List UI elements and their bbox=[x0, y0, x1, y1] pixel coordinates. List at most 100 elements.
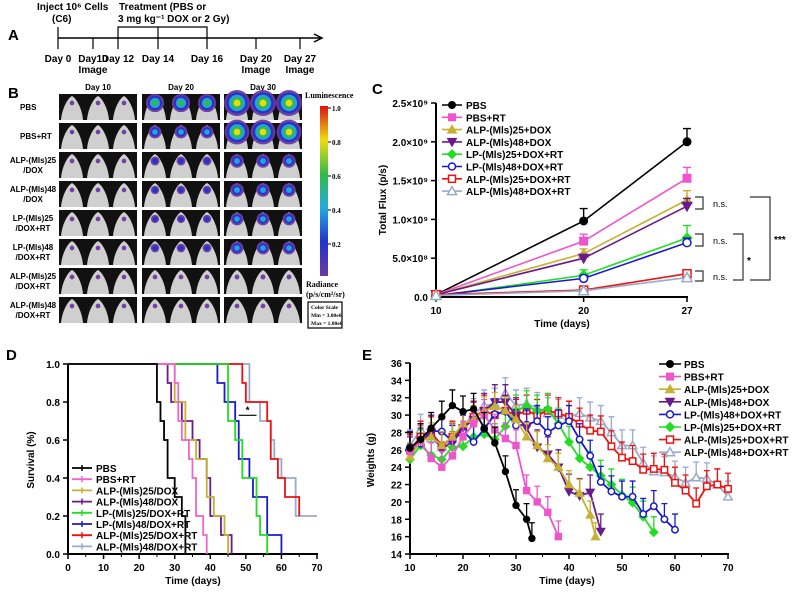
signal-spot bbox=[233, 99, 241, 107]
marker-circle bbox=[438, 413, 446, 421]
x-tick-label: 20 bbox=[134, 563, 146, 574]
y-tick-label: 0.4 bbox=[46, 474, 60, 485]
signal-spot bbox=[260, 158, 266, 164]
signal-spot bbox=[178, 216, 184, 222]
mouse-silhouette bbox=[113, 154, 135, 178]
imaging-group-label: ALP-(Mls)25 bbox=[10, 156, 57, 165]
mouse-silhouette bbox=[87, 125, 109, 149]
marker-circle bbox=[596, 477, 605, 486]
legend-label: PBS+RT bbox=[466, 113, 506, 124]
marker-diamond bbox=[648, 527, 659, 538]
marker-circle bbox=[522, 515, 531, 523]
mouse-silhouette bbox=[113, 299, 135, 323]
y-tick-label: 2.5×10⁹ bbox=[392, 99, 428, 110]
mouse-silhouette bbox=[61, 154, 83, 178]
marker-square bbox=[522, 486, 531, 495]
mouse-silhouette bbox=[87, 154, 109, 178]
signal-spot bbox=[234, 245, 240, 251]
marker-square bbox=[579, 236, 589, 246]
signal-spot bbox=[95, 100, 101, 106]
mouse-silhouette bbox=[87, 241, 109, 265]
marker-square bbox=[639, 465, 648, 474]
x-tick-label: 0 bbox=[65, 563, 71, 574]
signal-spot bbox=[234, 158, 240, 164]
signal-spot bbox=[95, 216, 101, 222]
y-axis-label: Weights (g) bbox=[366, 433, 377, 487]
mouse-silhouette bbox=[196, 241, 218, 265]
x-tick-label: 60 bbox=[669, 563, 681, 574]
mouse-silhouette bbox=[113, 270, 135, 294]
mouse-silhouette bbox=[61, 299, 83, 323]
survival-curve bbox=[68, 363, 269, 554]
signal-spot bbox=[204, 274, 210, 280]
marker-triangle bbox=[680, 271, 694, 283]
legend-label: ALP-(Mls)25+DOX+RT bbox=[684, 436, 788, 447]
signal-spot bbox=[233, 128, 241, 136]
marker-square bbox=[607, 442, 616, 451]
y-tick-label: 0.2 bbox=[46, 512, 60, 523]
panel-label-b: B bbox=[8, 85, 19, 102]
marker-triangle bbox=[489, 401, 500, 411]
mouse-image-cell bbox=[142, 297, 220, 323]
marker-circle bbox=[682, 237, 692, 248]
marker-circle bbox=[406, 444, 414, 452]
mouse-silhouette bbox=[196, 212, 218, 236]
x-tick-label: 50 bbox=[240, 563, 252, 574]
x-tick-label: 27 bbox=[681, 306, 693, 317]
color-scale-min: Min = 3.00e6 bbox=[311, 313, 342, 319]
marker-circle bbox=[579, 216, 589, 226]
signal-spot bbox=[286, 274, 292, 280]
marker-triangle-down bbox=[563, 487, 575, 497]
signal-spot bbox=[151, 99, 159, 107]
imaging-group-label: ALP-(Mls)48 bbox=[10, 301, 57, 310]
treatment-bracket bbox=[117, 26, 208, 38]
signal-spot bbox=[69, 158, 75, 164]
marker-square bbox=[448, 452, 457, 460]
series-line bbox=[435, 237, 688, 298]
timeline-day-label: Day 12 bbox=[102, 54, 135, 65]
marker-square bbox=[459, 433, 467, 441]
y-tick-label: 0.6 bbox=[46, 436, 60, 447]
signal-spot bbox=[69, 274, 75, 280]
imaging-group-label: LP-(Mls)25 bbox=[13, 214, 54, 223]
signal-spot bbox=[178, 187, 184, 193]
signal-spot bbox=[69, 187, 75, 193]
legend-label: PBS+RT bbox=[684, 373, 724, 384]
mouse-silhouette bbox=[61, 125, 83, 149]
color-scale-max: Max = 1.00e8 bbox=[311, 321, 343, 327]
mouse-image-cell bbox=[142, 239, 220, 265]
mouse-silhouette bbox=[196, 270, 218, 294]
imaging-group-label-sub: /DOX+RT bbox=[16, 282, 51, 291]
legend-label: ALP-(Mls)48+DOX+RT bbox=[684, 448, 788, 459]
axis-lines bbox=[409, 363, 729, 555]
signal-spot bbox=[178, 303, 184, 309]
mouse-silhouette bbox=[278, 299, 300, 323]
x-axis-label: Time (days) bbox=[534, 319, 589, 330]
panel-label-d: D bbox=[6, 347, 17, 364]
marker-circle bbox=[447, 162, 457, 171]
series-line bbox=[409, 405, 655, 533]
marker-triangle-down bbox=[664, 397, 676, 408]
signal-spot bbox=[234, 274, 240, 280]
signal-spot bbox=[204, 187, 210, 193]
panel-label-e: E bbox=[362, 347, 372, 364]
bioluminescence-imaging-grid: Day 10 Day 20 Day 30 PBS PBS+RT ALP-(Mls)25/D… bbox=[10, 83, 302, 323]
timeline-image-label: Image bbox=[242, 65, 271, 76]
marker-square bbox=[682, 173, 692, 183]
y-tick-label: 20 bbox=[391, 498, 403, 509]
signal-spot bbox=[152, 158, 158, 164]
mouse-silhouette bbox=[87, 270, 109, 294]
y-tick-label: 28 bbox=[391, 428, 403, 439]
y-tick-label: 14 bbox=[391, 550, 403, 561]
x-tick-label: 40 bbox=[205, 563, 217, 574]
signal-spot bbox=[259, 99, 267, 107]
marker-diamond bbox=[458, 441, 468, 452]
marker-diamond bbox=[574, 453, 585, 464]
mouse-image-cell bbox=[142, 181, 220, 207]
signal-spot bbox=[234, 187, 240, 193]
mouse-silhouette bbox=[113, 241, 135, 265]
marker-triangle bbox=[690, 471, 702, 482]
marker-circle bbox=[660, 515, 669, 524]
significance-bracket bbox=[750, 196, 771, 281]
mouse-image-cell bbox=[142, 268, 220, 294]
